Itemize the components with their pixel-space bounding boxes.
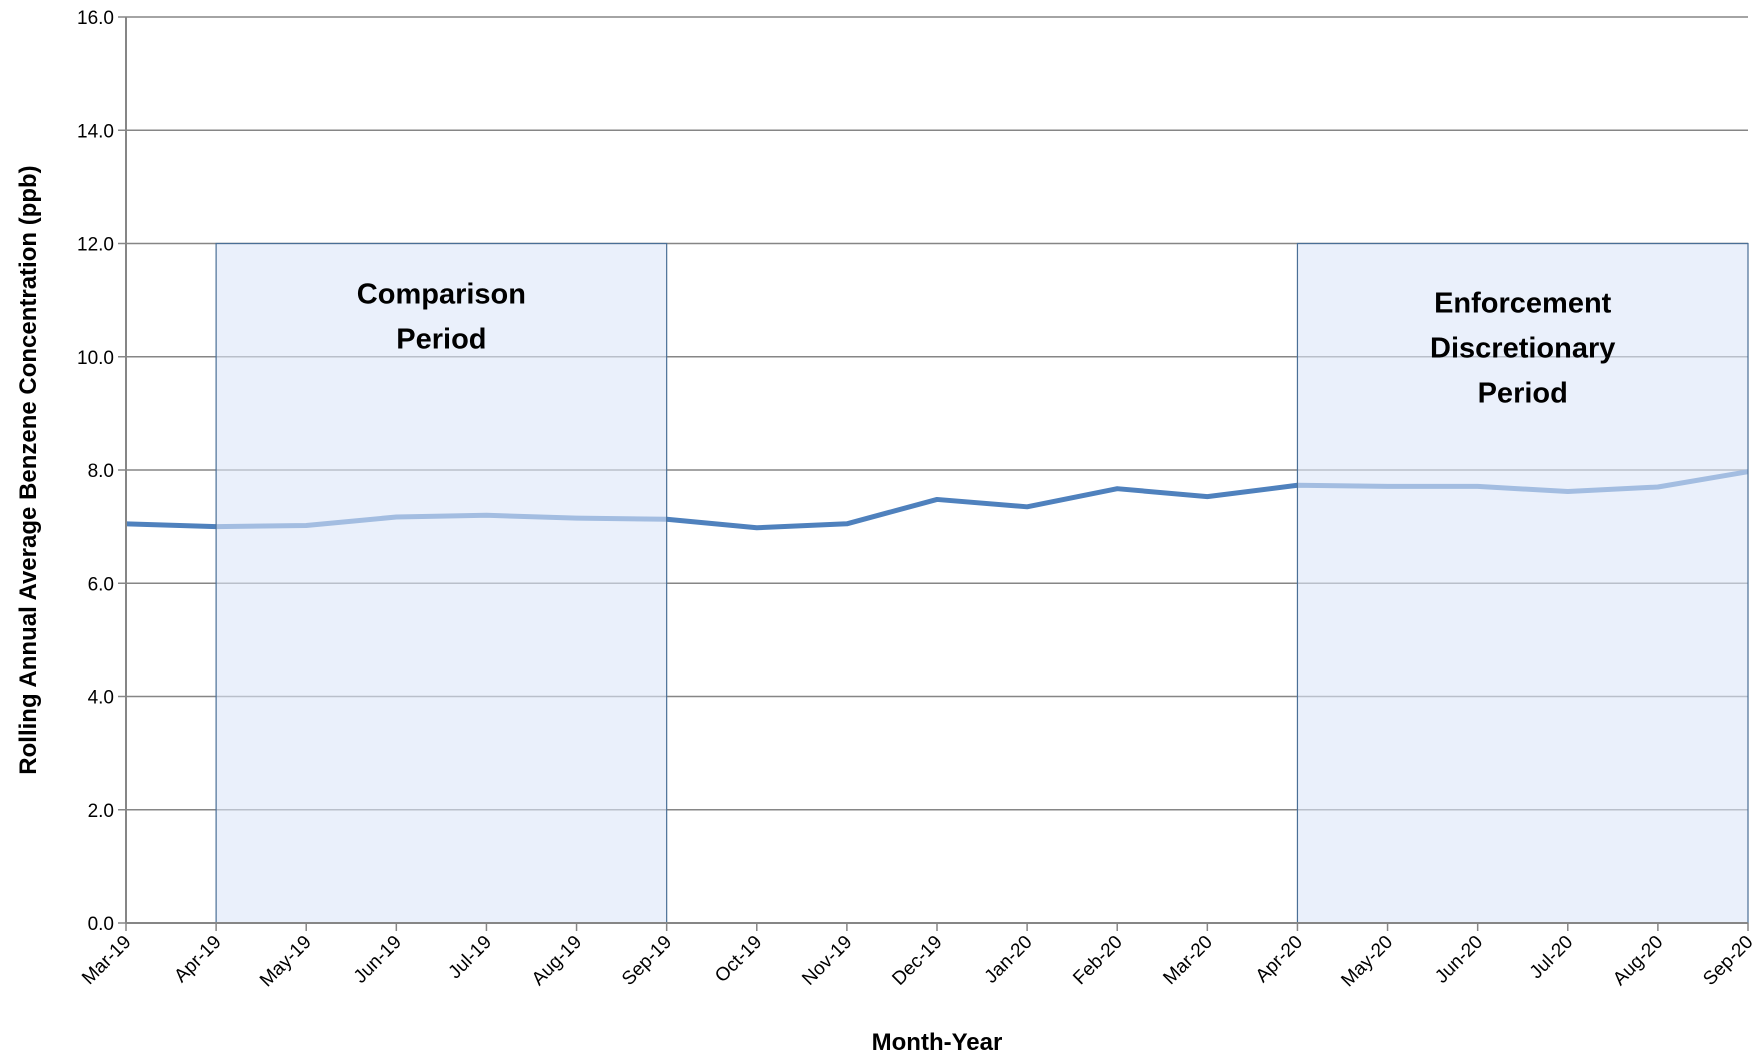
x-tick-label: Dec-19 <box>888 932 946 990</box>
x-tick-label: May-19 <box>256 932 316 992</box>
y-tick-label: 0.0 <box>88 914 114 935</box>
y-tick-label: 10.0 <box>77 348 114 369</box>
region-label: Enforcement <box>1434 288 1612 320</box>
y-tick-label: 2.0 <box>88 801 114 822</box>
y-axis-title: Rolling Annual Average Benzene Concentra… <box>15 165 42 774</box>
x-tick-label: Sep-20 <box>1699 932 1757 990</box>
x-tick-label: May-20 <box>1337 932 1397 992</box>
x-tick-label: Jun-19 <box>350 932 406 988</box>
y-tick-label: 14.0 <box>77 121 114 142</box>
x-tick-label: Apr-20 <box>1252 932 1307 987</box>
x-tick-label: Jun-20 <box>1431 932 1487 988</box>
y-tick-label: 12.0 <box>77 235 114 256</box>
x-tick-label: Oct-19 <box>711 932 766 987</box>
x-tick-label: Jan-20 <box>981 932 1037 988</box>
region-label: Comparison <box>357 279 526 311</box>
shaded-region <box>1296 242 1749 924</box>
x-tick-label: Nov-19 <box>798 932 856 990</box>
region-label: Discretionary <box>1430 333 1615 365</box>
x-tick-label: Jul-19 <box>445 932 496 983</box>
x-tick-label: Aug-20 <box>1609 932 1667 990</box>
x-tick-label: Mar-20 <box>1159 932 1216 989</box>
x-tick-label: Apr-19 <box>170 932 225 987</box>
shaded-region <box>215 242 668 924</box>
x-tick-label: Aug-19 <box>528 932 586 990</box>
y-tick-label: 4.0 <box>88 688 114 709</box>
y-tick-label: 16.0 <box>77 8 114 29</box>
x-tick-label: Mar-19 <box>78 932 135 989</box>
y-tick-label: 6.0 <box>88 574 114 595</box>
region-label: Period <box>1478 378 1568 410</box>
x-tick-label: Sep-19 <box>618 932 676 990</box>
y-tick-label: 8.0 <box>88 461 114 482</box>
region-label: Period <box>396 324 486 356</box>
x-tick-label: Feb-20 <box>1069 932 1126 989</box>
x-tick-label: Jul-20 <box>1526 932 1577 983</box>
x-axis-title: Month-Year <box>872 1029 1003 1056</box>
